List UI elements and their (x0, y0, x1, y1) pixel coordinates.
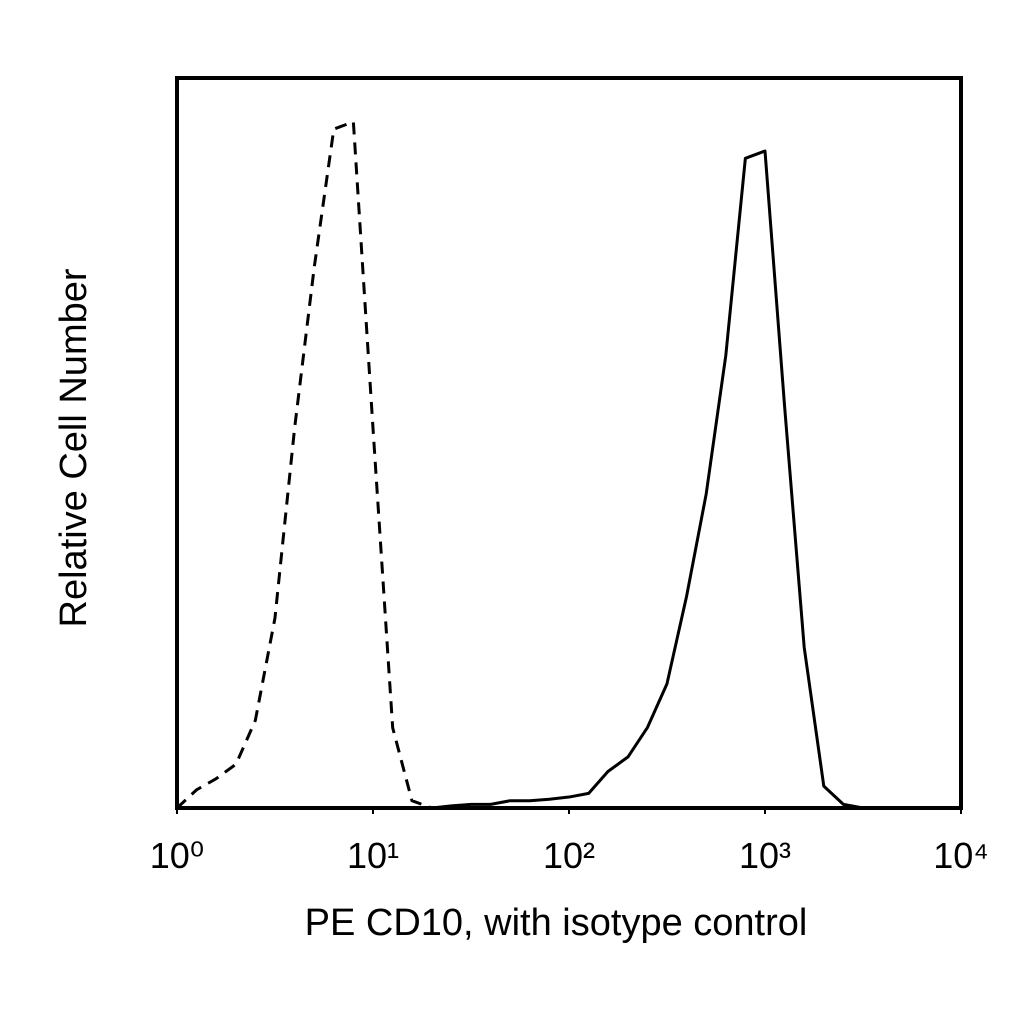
x-tick-label: 10¹ (347, 835, 399, 876)
x-tick-label: 10⁰ (150, 835, 204, 876)
x-tick-label: 10³ (739, 835, 791, 876)
histogram-line (431, 149, 883, 810)
x-tick-label: 10² (543, 835, 595, 876)
histogram-line (175, 120, 491, 810)
y-axis-label: Relative Cell Number (53, 268, 95, 627)
x-tick-label: 10⁴ (933, 835, 989, 876)
plot-frame (175, 76, 963, 810)
x-axis-label: PE CD10, with isotype control (305, 902, 808, 944)
